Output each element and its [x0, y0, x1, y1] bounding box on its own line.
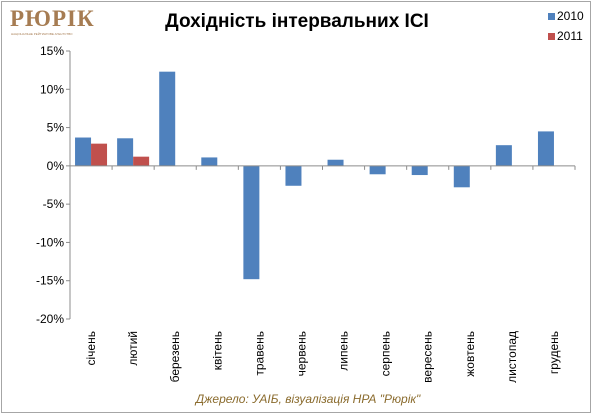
category-label-червень: червень	[294, 331, 308, 376]
bar-2010-серпень	[369, 165, 386, 175]
logo: РЮРІК НАЦІОНАЛЬНЕ РЕЙТИНГОВЕ АГЕНТСТВО	[10, 6, 100, 38]
y-tick-label: 0%	[47, 159, 65, 173]
bar-2010-квітень	[201, 157, 218, 166]
bar-2010-березень	[159, 71, 176, 166]
bar-2010-лютий	[117, 138, 134, 166]
bar-2011-лютий	[133, 156, 150, 166]
category-label-листопад: листопад	[505, 331, 519, 383]
legend-swatch-2011	[548, 32, 555, 40]
y-tick-label: -15%	[36, 274, 64, 288]
bar-2010-червень	[285, 165, 302, 186]
y-tick-label: -5%	[43, 197, 65, 211]
category-label-серпень: серпень	[379, 331, 393, 376]
y-tick-label: 5%	[47, 121, 65, 135]
bar-2010-січень	[75, 137, 92, 166]
logo-subtitle: НАЦІОНАЛЬНЕ РЕЙТИНГОВЕ АГЕНТСТВО	[11, 32, 73, 36]
y-tick-label: 10%	[40, 82, 64, 96]
legend-label-2011: 2011	[557, 29, 583, 43]
category-label-вересень: вересень	[421, 331, 435, 383]
y-tick-label: -20%	[36, 312, 64, 326]
source-note: Джерело: УАІБ, візуалізація НРА "Рюрік"	[195, 392, 421, 406]
logo-text: РЮРІК	[10, 6, 95, 31]
category-label-лютий: лютий	[126, 331, 140, 366]
category-label-березень: березень	[168, 331, 182, 382]
bar-2010-грудень	[537, 131, 554, 166]
category-label-травень: травень	[252, 331, 266, 376]
bar-2010-вересень	[411, 165, 428, 176]
category-label-квітень: квітень	[210, 331, 224, 370]
bar-2011-січень	[91, 143, 108, 166]
category-label-грудень: грудень	[547, 331, 561, 374]
category-label-жовтень: жовтень	[463, 331, 477, 377]
bar-2010-травень	[243, 165, 260, 280]
legend: 2010 2011	[548, 6, 584, 46]
bar-2010-липень	[327, 159, 344, 166]
category-label-січень: січень	[84, 331, 98, 365]
category-label-липень: липень	[337, 331, 351, 371]
legend-label-2010: 2010	[557, 9, 584, 23]
legend-item-2010: 2010	[548, 6, 584, 26]
y-tick-label: -10%	[36, 235, 64, 249]
bar-2010-жовтень	[453, 165, 470, 188]
legend-swatch-2010	[548, 12, 555, 20]
y-tick-label: 15%	[40, 44, 64, 58]
chart-title: Дохідність інтервальних ІСІ	[165, 11, 429, 32]
bar-2010-листопад	[495, 145, 512, 166]
legend-item-2011: 2011	[548, 26, 584, 46]
